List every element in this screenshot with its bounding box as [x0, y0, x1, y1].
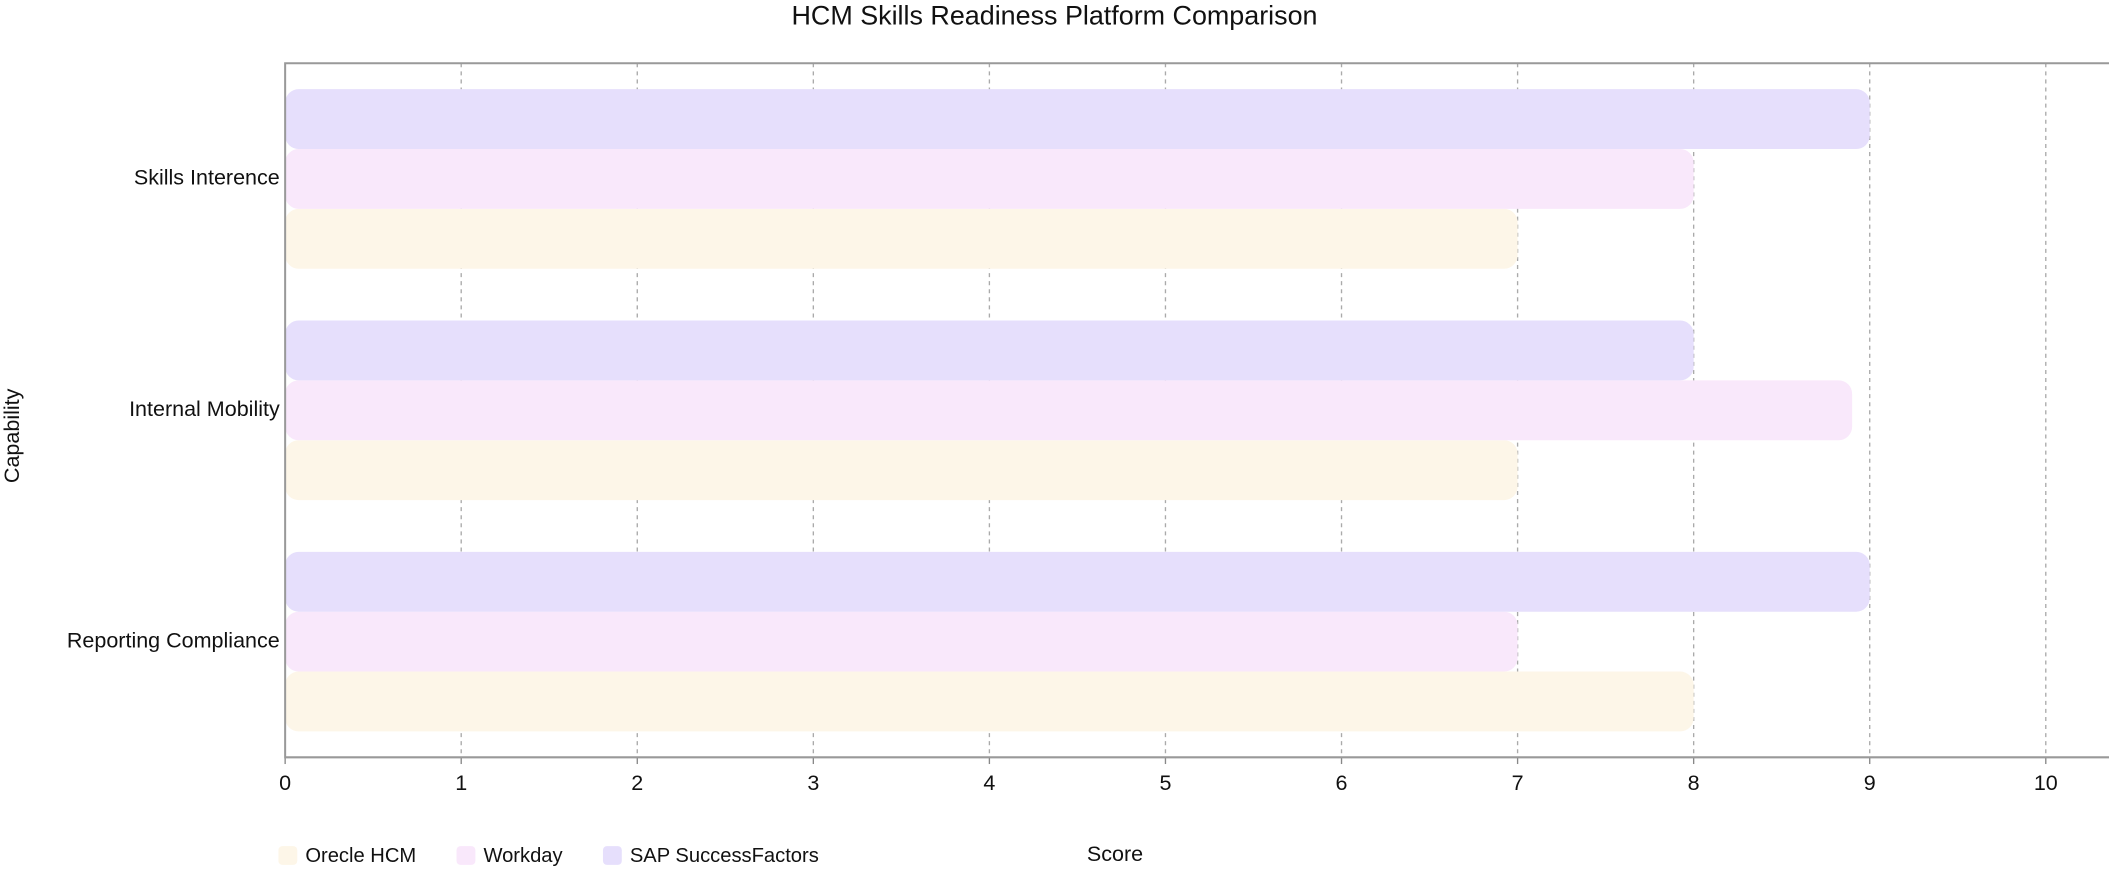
bar [285, 208, 1518, 269]
y-tick-label: Skills Interence [134, 166, 280, 190]
x-tick-label: 5 [1159, 771, 1171, 795]
y-axis-title: Capability [0, 388, 24, 483]
x-tick-label: 6 [1336, 771, 1348, 795]
bar [285, 380, 1853, 441]
x-tick-label: 4 [983, 771, 995, 795]
bar [285, 440, 1518, 501]
x-tick-label: 1 [455, 771, 467, 795]
bar [285, 671, 1694, 732]
y-tick-label: Internal Mobility [129, 397, 280, 421]
x-tick-label: 9 [1864, 771, 1876, 795]
x-tick-label: 2 [631, 771, 643, 795]
bar [285, 320, 1694, 381]
bar [285, 89, 1870, 150]
legend-swatch [278, 846, 298, 865]
legend-swatch [602, 846, 622, 865]
x-tick-label: 10 [2034, 771, 2058, 795]
legend-label: SAP SuccessFactors [630, 845, 819, 867]
x-tick-label: 8 [1688, 771, 1700, 795]
x-tick-label: 7 [1512, 771, 1524, 795]
legend-swatch [456, 846, 476, 865]
chart-title: HCM Skills Readiness Platform Comparison [791, 1, 1317, 31]
legend-label: Workday [483, 845, 563, 867]
x-axis-title: Score [1087, 842, 1143, 866]
bar [285, 611, 1518, 672]
x-tick-label: 3 [807, 771, 819, 795]
y-tick-label: Reporting Compliance [67, 628, 280, 652]
axis-frame [284, 62, 2109, 759]
x-tick-label: 0 [279, 771, 291, 795]
legend-label: Orecle HCM [305, 845, 416, 867]
bar [285, 149, 1694, 209]
bar [285, 551, 1870, 612]
